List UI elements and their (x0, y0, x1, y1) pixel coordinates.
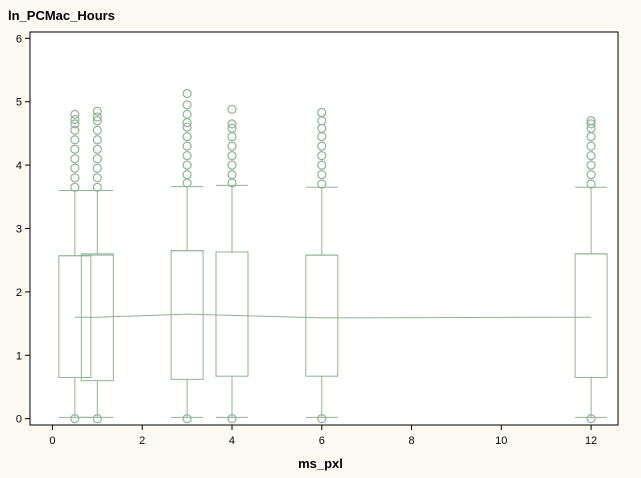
outlier-point (317, 151, 327, 161)
outlier-point (586, 151, 596, 161)
outlier-point (317, 160, 327, 170)
outlier-point (586, 160, 596, 170)
outlier-point (92, 163, 102, 173)
plot-frame (29, 31, 619, 426)
outlier-point (317, 107, 327, 118)
outlier-point (227, 160, 237, 170)
outlier-point (70, 154, 80, 164)
outlier-point (92, 106, 102, 116)
outlier-point (182, 131, 192, 142)
x-tick-label: 4 (229, 435, 235, 447)
outlier-point (227, 170, 237, 180)
outlier-point (317, 179, 327, 189)
y-tick-label: 5 (16, 97, 22, 109)
outlier-point (70, 163, 80, 173)
outlier-point (586, 116, 596, 126)
outlier-point (317, 414, 327, 424)
outlier-point (92, 135, 102, 145)
outlier-point (227, 151, 237, 161)
x-tick-label: 10 (495, 435, 507, 447)
y-tick-label: 6 (16, 33, 22, 45)
outlier-point (70, 182, 80, 192)
outlier-point (92, 173, 102, 183)
y-tick-label: 2 (16, 287, 22, 299)
x-tick-label: 8 (408, 435, 414, 447)
outlier-point (70, 173, 80, 183)
outlier-point (70, 135, 80, 145)
y-tick-label: 4 (16, 160, 22, 172)
outlier-point (182, 170, 192, 180)
outlier-point (70, 114, 80, 125)
outlier-point (586, 119, 596, 129)
outlier-point (70, 144, 80, 154)
outlier-point (92, 112, 102, 122)
mean-line (74, 313, 592, 319)
outlier-point (227, 104, 237, 114)
outlier-point (227, 119, 237, 129)
x-tick-label: 0 (49, 435, 55, 447)
outlier-point (227, 414, 237, 424)
outlier-point (92, 116, 102, 126)
outlier-point (227, 141, 237, 151)
outlier-point (70, 119, 80, 129)
y-tick-label: 1 (16, 350, 22, 362)
y-tick-label: 3 (16, 224, 22, 236)
x-tick-label: 12 (585, 435, 597, 447)
outlier-point (586, 179, 596, 189)
outlier-point (70, 109, 80, 120)
outlier-point (182, 414, 192, 424)
outlier-point (317, 170, 327, 180)
outlier-point (70, 414, 80, 424)
x-tick-label: 2 (139, 435, 145, 447)
chart-title: ln_PCMac_Hours (8, 8, 115, 23)
outlier-point (182, 122, 192, 132)
outlier-point (70, 125, 80, 135)
outlier-point (317, 141, 327, 151)
outlier-point (92, 182, 102, 192)
outlier-point (182, 88, 192, 99)
outlier-point (182, 100, 192, 110)
y-tick-label: 0 (16, 414, 22, 426)
outlier-point (92, 125, 102, 135)
x-tick-label: 6 (319, 435, 325, 447)
outlier-point (182, 151, 192, 161)
outlier-point (92, 144, 102, 154)
outlier-point (182, 141, 192, 151)
outlier-point (182, 109, 192, 120)
outlier-point (227, 123, 237, 133)
outlier-point (586, 414, 596, 424)
outlier-point (586, 170, 596, 180)
outlier-point (92, 154, 102, 164)
outlier-point (182, 160, 192, 170)
outlier-point (586, 141, 596, 151)
outlier-point (92, 414, 102, 424)
x-axis-label: ms_pxl (298, 456, 343, 471)
